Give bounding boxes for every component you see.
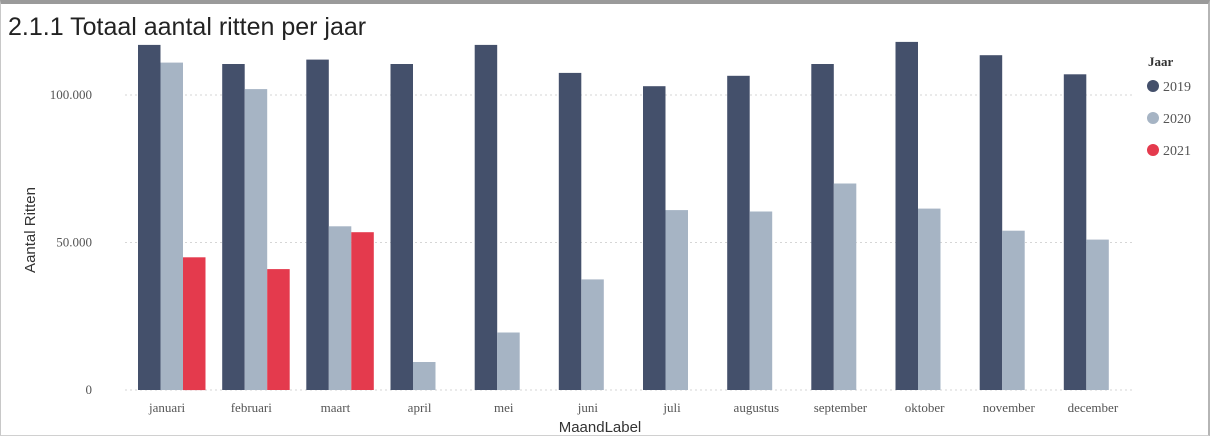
bar-2021-januari	[183, 257, 206, 391]
x-tick-label: oktober	[905, 400, 945, 415]
x-axis-ticks: januari februari maart april mei juni juli augu…	[148, 400, 1119, 415]
legend-title: Jaar	[1148, 54, 1174, 69]
x-axis-title: MaandLabel	[559, 419, 642, 436]
legend-marker-2021	[1147, 144, 1159, 156]
legend-label-2021: 2021	[1163, 144, 1191, 159]
bar-2021-maart	[351, 232, 374, 390]
y-tick-label: 100.000	[50, 87, 92, 102]
bar-2019-mei	[474, 44, 498, 391]
bar-2020-juli	[665, 210, 688, 390]
bar-2019-januari	[138, 44, 161, 391]
bar-2020-juni	[581, 279, 604, 390]
gridlines	[125, 94, 1135, 391]
x-tick-label: november	[983, 400, 1036, 415]
y-tick-label: 50.000	[56, 235, 92, 250]
bars	[138, 41, 1109, 391]
bar-2019-augustus	[727, 75, 750, 391]
bar-2019-maart	[306, 59, 329, 390]
bar-2020-april	[413, 362, 436, 390]
bar-2019-februari	[222, 64, 245, 390]
y-axis-ticks: 0 50.000 100.000	[50, 87, 92, 397]
legend-label-2020: 2020	[1163, 112, 1191, 127]
x-tick-label: augustus	[734, 400, 780, 415]
bar-2021-februari	[267, 269, 290, 390]
bar-2020-februari	[244, 89, 268, 390]
x-tick-label: juni	[577, 400, 599, 415]
bar-2019-juli	[643, 86, 666, 390]
y-tick-label: 0	[86, 382, 93, 397]
bar-2020-mei	[497, 332, 520, 390]
bar-2020-augustus	[749, 211, 773, 390]
y-axis-title: Aantal Ritten	[22, 187, 39, 273]
legend-label-2019: 2019	[1163, 80, 1191, 95]
bar-2019-december	[1063, 74, 1087, 391]
bar-2020-november	[1002, 230, 1025, 390]
legend-marker-2020	[1147, 112, 1159, 124]
bar-2020-januari	[160, 62, 183, 390]
x-tick-label: mei	[494, 400, 514, 415]
x-tick-label: februari	[231, 400, 273, 415]
x-tick-label: juli	[662, 400, 681, 415]
x-tick-label: januari	[148, 400, 185, 415]
bar-2019-oktober	[895, 41, 918, 391]
bar-2019-april	[390, 64, 413, 390]
legend: Jaar 2019 2020 2021	[1147, 54, 1191, 159]
bar-2020-september	[833, 183, 857, 390]
bar-2020-maart	[328, 226, 352, 390]
legend-marker-2019	[1147, 80, 1159, 92]
bar-2019-november	[979, 55, 1003, 390]
x-tick-label: maart	[321, 400, 351, 415]
x-tick-label: september	[814, 400, 868, 415]
x-tick-label: april	[408, 400, 432, 415]
bar-2020-december	[1086, 239, 1109, 390]
bar-2019-juni	[558, 72, 582, 391]
chart-title: 2.1.1 Totaal aantal ritten per jaar	[8, 13, 367, 41]
x-tick-label: december	[1068, 400, 1119, 415]
bar-2019-september	[811, 64, 834, 390]
bar-2020-oktober	[918, 208, 941, 390]
